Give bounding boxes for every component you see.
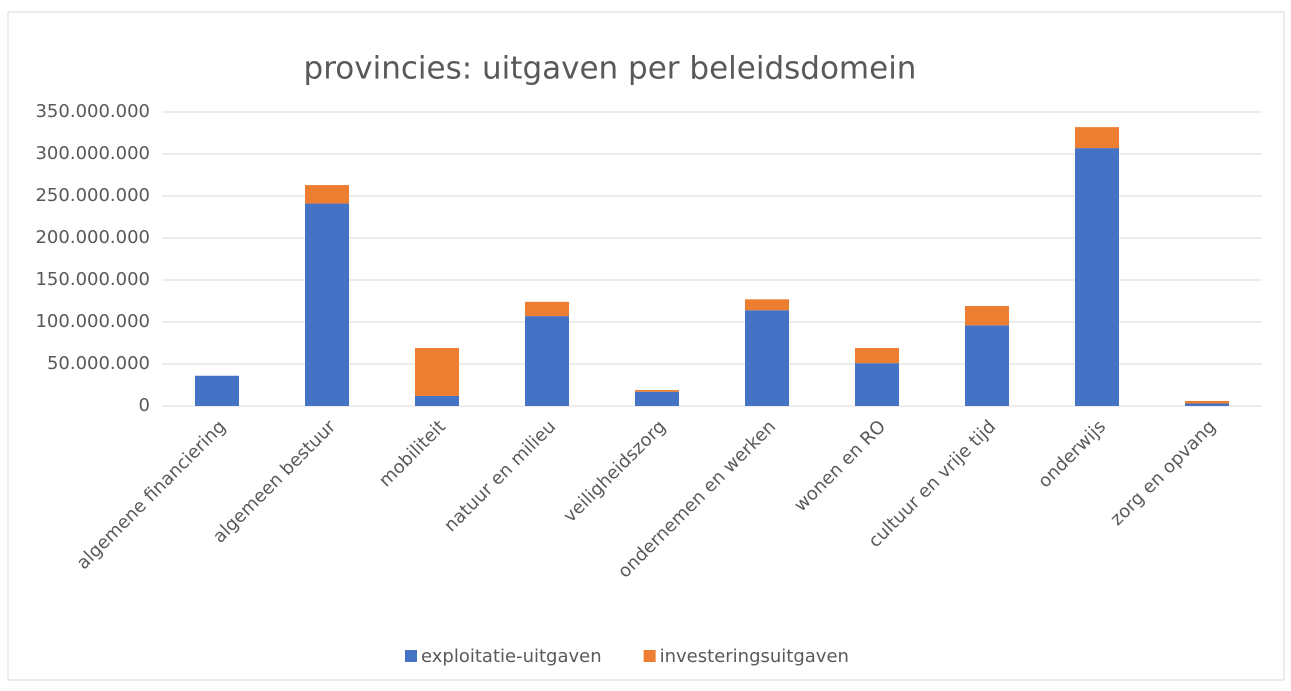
chart-border — [7, 11, 1285, 681]
y-tick-label: 350.000.000 — [35, 101, 150, 122]
legend-swatch — [405, 650, 417, 662]
bar-segment — [1185, 403, 1229, 406]
bar-segment — [1185, 400, 1229, 404]
y-tick-label: 150.000.000 — [35, 269, 150, 290]
bar-segment — [305, 203, 349, 406]
y-tick-label: 200.000.000 — [35, 227, 150, 248]
bar-segment — [525, 316, 569, 406]
bar-segment — [745, 310, 789, 406]
bar-segment — [525, 301, 569, 317]
legend-label: investeringsuitgaven — [660, 646, 849, 667]
y-tick-label: 250.000.000 — [35, 185, 150, 206]
y-tick-label: 50.000.000 — [47, 353, 150, 374]
bar-segment — [965, 325, 1009, 406]
bar-segment — [855, 348, 899, 364]
legend-label: exploitatie-uitgaven — [421, 646, 602, 667]
bar-segment — [415, 395, 459, 406]
bar-segment — [745, 299, 789, 311]
bar-segment — [965, 306, 1009, 326]
y-tick-label: 300.000.000 — [35, 143, 150, 164]
bar-segment — [1075, 127, 1119, 149]
bar-segment — [1075, 148, 1119, 406]
bar-segment — [305, 185, 349, 204]
bar-segment — [635, 391, 679, 406]
chart-title: provincies: uitgaven per beleidsdomein — [304, 51, 917, 87]
legend-swatch — [643, 650, 656, 662]
y-tick-label: 0 — [139, 395, 150, 416]
bar-segment — [415, 348, 459, 396]
bar-segment — [195, 375, 239, 406]
bar-segment — [635, 390, 679, 392]
bar-segment — [855, 363, 899, 406]
y-tick-label: 100.000.000 — [35, 311, 150, 332]
